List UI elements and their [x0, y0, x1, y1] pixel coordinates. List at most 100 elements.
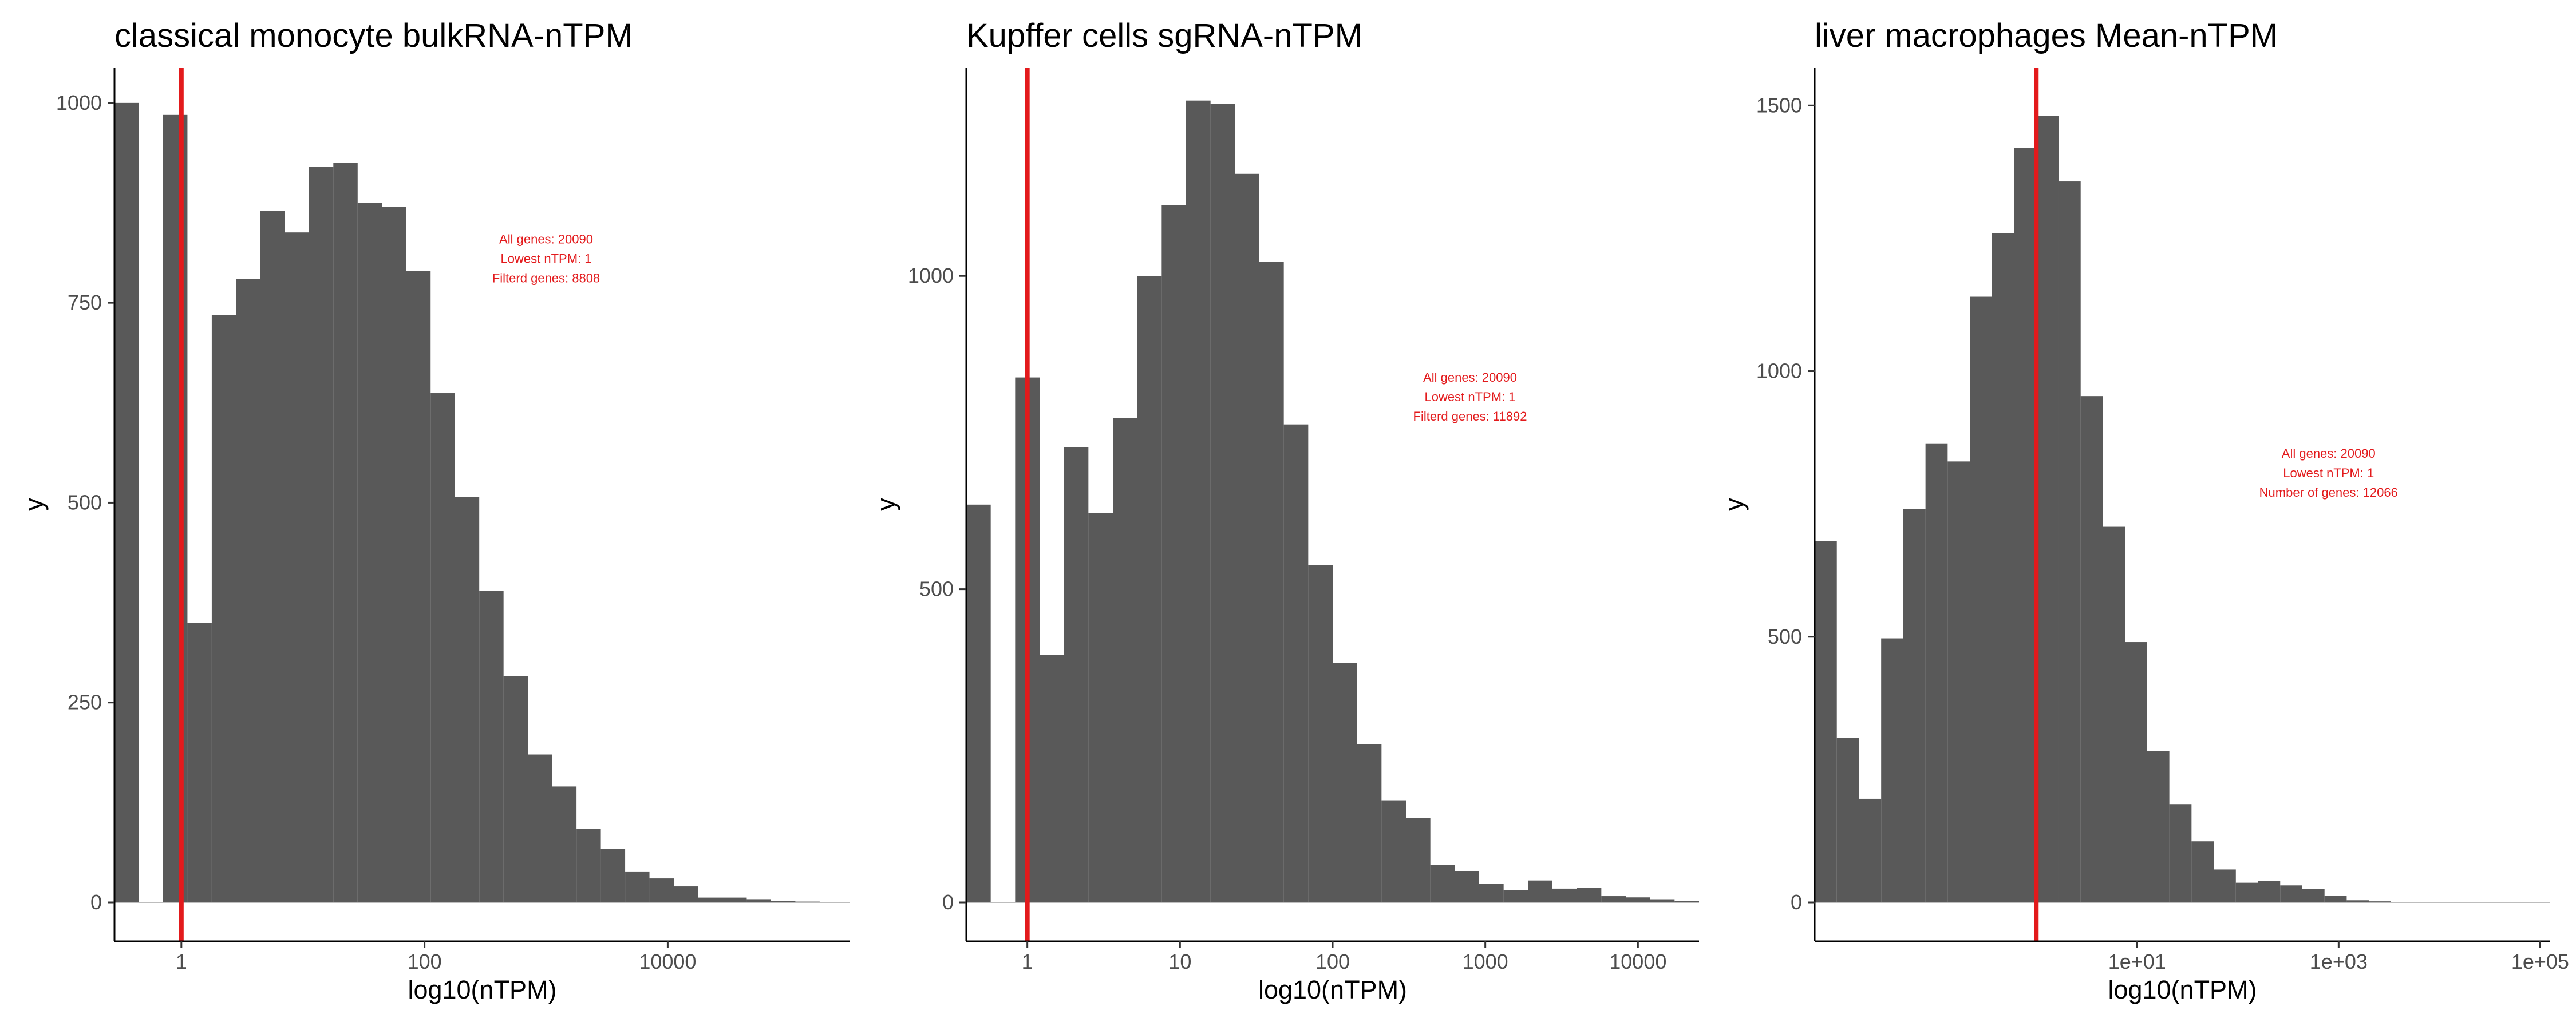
histogram-bar	[2258, 881, 2281, 902]
histogram-bar	[2302, 889, 2325, 902]
histogram-bar	[2036, 116, 2059, 902]
histogram-bar	[1283, 424, 1309, 902]
y-tick-label: 500	[1768, 625, 1802, 648]
histogram-bar	[1259, 262, 1284, 902]
annotation-text: Filterd genes: 11892	[1413, 409, 1527, 423]
y-axis-label: y	[871, 498, 900, 511]
histogram-bar	[1235, 173, 1259, 902]
chart-panel-2: 0 500 1000 1 10 100 1000 10000 log10(nTPM) y Kupff…	[871, 17, 1699, 1004]
annotation-text: Number of genes: 12066	[2259, 485, 2398, 500]
annotation-text: All genes: 20090	[499, 232, 593, 246]
histogram-bar	[503, 676, 528, 902]
histogram-bar	[187, 623, 212, 902]
histogram-bar	[2324, 896, 2347, 902]
x-tick-label: 1000	[1463, 950, 1508, 973]
histogram-bar	[2103, 526, 2125, 902]
x-tick-label: 1e+03	[2310, 950, 2368, 973]
histogram-bar	[1577, 888, 1602, 902]
histogram-bar	[1186, 100, 1211, 903]
histogram-bar	[1925, 443, 1948, 902]
histogram-bar	[1528, 880, 1552, 902]
annotation-text: Lowest nTPM: 1	[1425, 390, 1516, 404]
histogram-bar	[479, 591, 504, 902]
y-tick-label: 250	[68, 691, 102, 714]
histogram-bar	[2280, 885, 2302, 902]
y-tick-label: 1000	[1756, 359, 1802, 383]
histogram-bar	[967, 504, 991, 902]
histogram-bar	[1650, 899, 1675, 902]
histogram-bar	[1970, 296, 1992, 902]
histogram-bar	[2346, 900, 2369, 902]
annotation-text: All genes: 20090	[1423, 370, 1517, 385]
histogram-bar	[309, 167, 334, 903]
histogram-bar	[1552, 888, 1577, 902]
histogram-bar	[576, 829, 601, 902]
chart-title: liver macrophages Mean-nTPM	[1815, 17, 2278, 54]
histogram-bar	[357, 203, 382, 902]
x-tick-label: 1	[176, 950, 187, 973]
y-axis-label: y	[19, 498, 49, 511]
histogram-bar	[2147, 751, 2170, 902]
histogram-bar	[552, 786, 577, 902]
histogram-bar	[115, 102, 139, 902]
histogram-bar	[1430, 865, 1455, 902]
y-tick-label: 1000	[56, 91, 102, 114]
chart-panel-1: 0 250 500 750 1000 1 100 10000 log10(nTPM) y class…	[19, 17, 850, 1004]
histogram-bar	[1455, 871, 1479, 902]
histogram-bar	[2235, 882, 2258, 902]
x-tick-label: 100	[408, 950, 442, 973]
histogram-bar	[211, 315, 236, 902]
histogram-bar	[600, 849, 626, 902]
histogram-bar	[382, 207, 406, 902]
y-tick-label: 500	[68, 490, 102, 514]
histogram-bar	[1836, 738, 1859, 902]
histogram-bar	[649, 878, 674, 902]
histogram-bar	[1113, 418, 1137, 902]
y-axis-label: y	[1720, 498, 1749, 511]
x-tick-label: 1e+05	[2511, 950, 2569, 973]
histogram-bar	[455, 497, 480, 902]
histogram-bar	[285, 232, 309, 902]
y-tick-label: 500	[919, 577, 954, 601]
histogram-bar	[528, 754, 552, 902]
histogram-bar	[430, 393, 455, 902]
histogram-bar	[2125, 642, 2147, 902]
histogram-bar	[1333, 663, 1357, 902]
chart-title: Kupffer cells sgRNA-nTPM	[966, 17, 1362, 54]
histogram-bar	[2014, 148, 2037, 902]
x-tick-label: 100	[1315, 950, 1350, 973]
histogram-bar	[674, 886, 698, 902]
x-axis-label: log10(nTPM)	[1258, 975, 1407, 1004]
x-tick-label: 1e+01	[2108, 950, 2166, 973]
histogram-bar	[1859, 798, 1882, 902]
histogram-bar	[1903, 509, 1926, 902]
histogram-bar	[625, 871, 650, 902]
y-tick-label: 0	[1791, 890, 1802, 914]
histogram-bar	[1088, 513, 1113, 902]
histogram-bar	[2214, 869, 2236, 902]
histogram-bar	[1626, 897, 1650, 902]
histogram-bar	[1210, 104, 1235, 903]
histogram-bar	[1137, 276, 1162, 902]
x-tick-label: 1	[1022, 950, 1033, 973]
chart-panel-3: 0 500 1000 1500 1e+01 1e+03 1e+05 log10(nTPM) y l…	[1720, 17, 2569, 1004]
x-axis-label: log10(nTPM)	[408, 975, 556, 1004]
histogram-bar	[1601, 896, 1626, 902]
y-tick-label: 750	[68, 291, 102, 314]
histogram-bar	[2080, 396, 2103, 902]
y-tick-label: 1500	[1756, 93, 1802, 117]
histogram-bar	[698, 897, 722, 902]
histogram-bar	[260, 211, 285, 902]
annotation-text: All genes: 20090	[2282, 446, 2376, 461]
histogram-bar	[1064, 447, 1089, 902]
x-tick-label: 10000	[639, 950, 696, 973]
histogram-bar	[1040, 655, 1064, 902]
histogram-bar	[1161, 205, 1186, 903]
histogram-bar	[1308, 565, 1333, 902]
histogram-bar	[771, 901, 796, 902]
y-tick-label: 0	[90, 890, 102, 914]
histogram-bar	[1947, 461, 1970, 902]
histogram-bar	[1992, 233, 2014, 903]
histogram-bar	[236, 279, 260, 903]
